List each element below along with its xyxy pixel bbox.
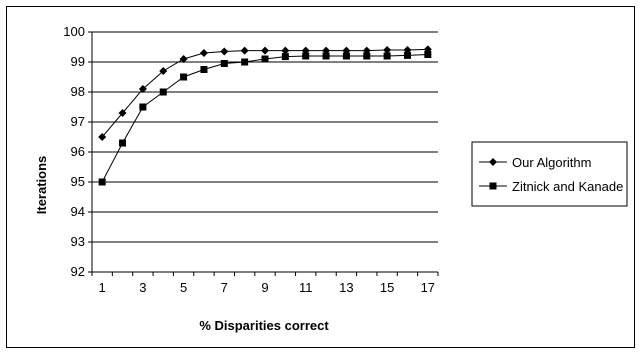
x-tick-label: 9 <box>261 280 268 295</box>
y-tick-label: 93 <box>71 234 85 249</box>
data-point <box>200 66 208 73</box>
data-point <box>241 58 249 66</box>
data-point <box>220 60 228 67</box>
data-point <box>180 73 188 81</box>
y-tick-label: 96 <box>71 144 85 159</box>
y-tick-label: 100 <box>63 24 85 39</box>
data-point <box>159 88 167 96</box>
data-point <box>199 49 208 57</box>
legend-marker <box>489 182 497 190</box>
data-point <box>281 53 289 61</box>
data-point <box>322 52 330 60</box>
data-point <box>240 46 249 55</box>
data-point <box>383 52 391 60</box>
y-tick-label: 94 <box>71 204 85 219</box>
y-tick-label: 98 <box>71 84 85 99</box>
data-point <box>119 139 127 147</box>
legend: Our Algorithm Zitnick and Kanade <box>471 141 628 207</box>
x-tick-label: 11 <box>299 280 313 295</box>
axes <box>88 31 439 276</box>
series-layer <box>98 45 432 186</box>
y-tick-label: 97 <box>71 114 85 129</box>
data-point <box>98 178 106 186</box>
data-point <box>159 67 168 75</box>
series-line <box>101 54 428 183</box>
x-tick-label: 1 <box>99 280 106 295</box>
x-axis-title: % Disparities correct <box>199 318 329 333</box>
y-tick-label: 92 <box>71 264 85 279</box>
legend-box <box>471 141 628 207</box>
data-point <box>118 109 127 117</box>
data-point <box>424 51 432 58</box>
legend-label: Zitnick and Kanade <box>512 179 623 194</box>
legend-label: Our Algorithm <box>512 155 591 170</box>
data-point <box>98 133 107 141</box>
data-point <box>139 103 147 111</box>
x-tick-label: 5 <box>180 280 187 295</box>
x-tick-label: 3 <box>139 280 146 295</box>
x-tick-label: 7 <box>221 280 228 295</box>
x-tick-label: 15 <box>380 280 394 295</box>
data-point <box>383 46 392 54</box>
data-point <box>261 46 269 55</box>
data-point <box>220 47 229 56</box>
data-point <box>302 52 310 60</box>
data-point <box>281 46 290 55</box>
data-point <box>261 55 269 63</box>
data-point <box>179 55 188 63</box>
y-tick-label: 95 <box>71 174 85 189</box>
data-point <box>342 52 350 60</box>
series-line <box>101 48 428 138</box>
x-tick-label: 17 <box>421 280 435 295</box>
data-point <box>138 85 147 93</box>
x-tick-label: 13 <box>339 280 353 295</box>
data-point <box>403 51 411 59</box>
legend-marker <box>489 158 497 166</box>
data-point <box>363 52 371 60</box>
y-axis-title: Iterations <box>34 156 49 215</box>
series-2 <box>98 51 432 186</box>
gridlines <box>92 31 438 243</box>
y-tick-label: 99 <box>71 54 85 69</box>
